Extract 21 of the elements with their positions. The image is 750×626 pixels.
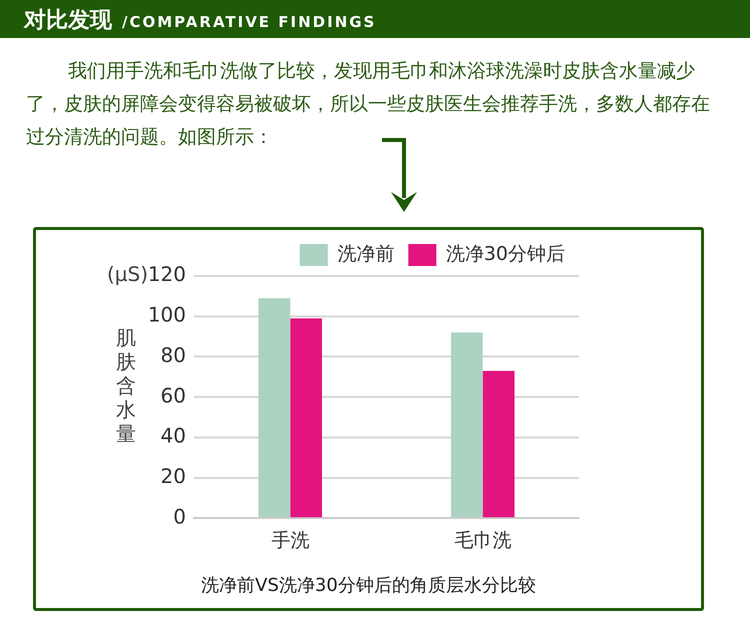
legend-label: 洗净前	[337, 242, 394, 265]
legend-label: 洗净30分钟后	[446, 242, 566, 265]
text: (μS)	[106, 262, 148, 286]
y-tick-label: 0	[173, 504, 186, 528]
x-tick-label: 毛巾洗	[454, 530, 512, 552]
y-tick-label: 80	[160, 342, 186, 367]
bar	[450, 332, 483, 518]
y-tick-label: 40	[160, 424, 186, 448]
x-tick-label: 手洗	[271, 530, 310, 552]
y-tick-label: 120	[148, 262, 186, 286]
y-axis-title: 肌肤含水量	[116, 325, 136, 446]
bar	[258, 298, 290, 518]
bar	[290, 318, 322, 518]
chart-subtitle: /COMPARATIVE FINDINGS	[122, 13, 376, 31]
y-tick-label: 20	[160, 464, 186, 488]
text: 洗净前VS洗净30分钟后的角质层水分比较	[200, 574, 537, 597]
chart-title: 对比发现	[24, 7, 112, 35]
y-tick-label: 100	[148, 302, 186, 327]
y-tick-label: 60	[160, 383, 186, 408]
text: 我们用手洗和毛巾洗做了比较，发现用毛巾和沐浴球洗澡时皮肤含水量减少了，皮肤的屏障会变得容易被破坏，所以一些皮肤医生会推荐手洗，多数人都存在过分清洗的问题。如图所示：	[26, 59, 711, 150]
bar	[482, 370, 515, 518]
